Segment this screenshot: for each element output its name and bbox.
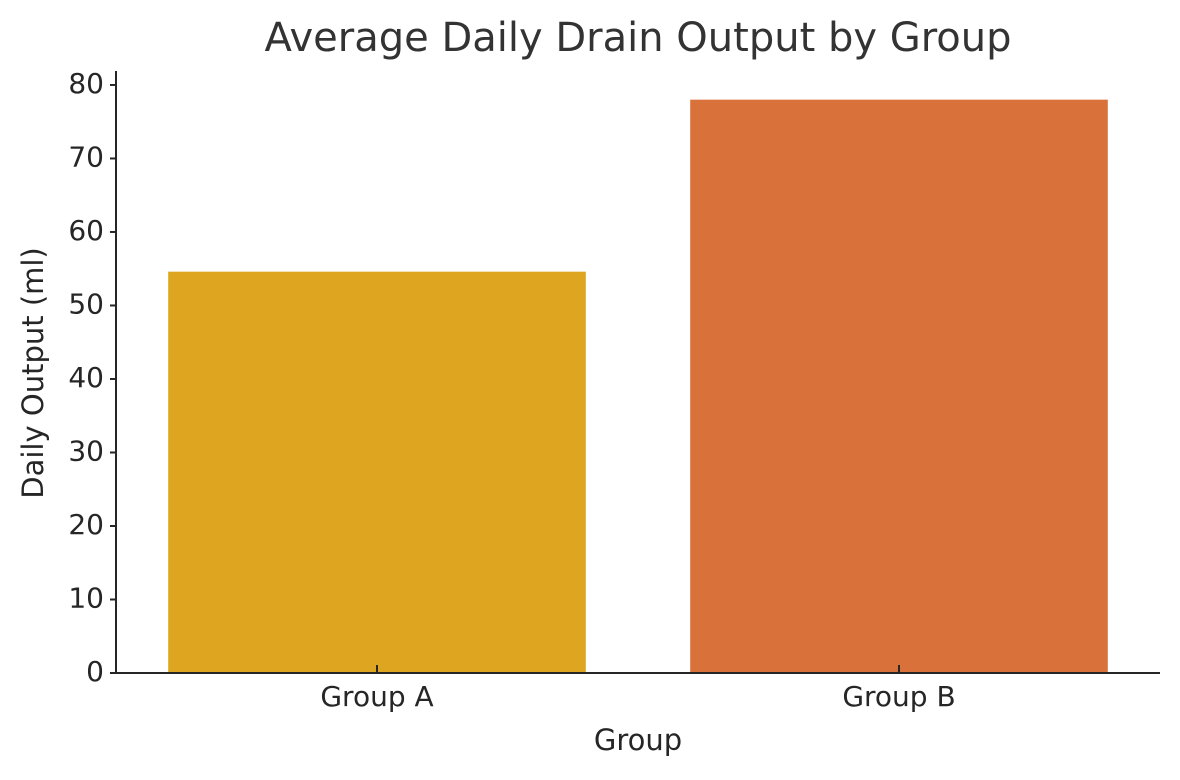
- y-tick-label: 20: [68, 508, 104, 541]
- y-tick-label: 80: [68, 67, 104, 100]
- y-tick-label: 10: [68, 581, 104, 614]
- bar: [168, 271, 586, 673]
- y-axis-label: Daily Output (ml): [16, 247, 50, 498]
- bar: [690, 99, 1108, 673]
- chart-title: Average Daily Drain Output by Group: [264, 15, 1011, 61]
- x-tick-label: Group A: [320, 680, 433, 713]
- y-tick-label: 40: [68, 361, 104, 394]
- x-axis-label: Group: [594, 723, 682, 757]
- y-tick-label: 30: [68, 434, 104, 467]
- x-tick-label: Group B: [842, 680, 955, 713]
- y-tick-label: 50: [68, 287, 104, 320]
- y-tick-label: 70: [68, 140, 104, 173]
- y-tick-label: 0: [86, 655, 104, 688]
- y-tick-label: 60: [68, 214, 104, 247]
